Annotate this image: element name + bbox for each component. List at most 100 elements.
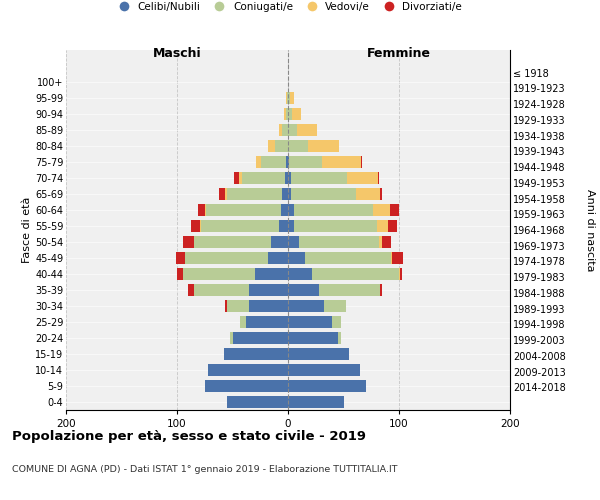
Bar (292, 172, 347, 184)
Bar (361, 156, 362, 168)
Bar (288, 380, 366, 392)
Bar (388, 220, 397, 232)
Bar (284, 108, 286, 120)
Bar (227, 188, 283, 200)
Bar (297, 124, 317, 136)
Bar (380, 188, 382, 200)
Bar (299, 236, 379, 248)
Bar (194, 284, 249, 296)
Bar (286, 108, 288, 120)
Bar (177, 268, 182, 280)
Bar (279, 124, 283, 136)
Bar (288, 92, 290, 104)
Bar (338, 332, 341, 344)
Bar (288, 108, 292, 120)
Bar (319, 284, 380, 296)
Bar (188, 284, 194, 296)
Bar (293, 220, 377, 232)
Bar (233, 172, 239, 184)
Bar (200, 220, 202, 232)
Bar (271, 236, 288, 248)
Bar (191, 220, 200, 232)
Bar (290, 92, 293, 104)
Bar (233, 332, 288, 344)
Bar (288, 332, 338, 344)
Bar (288, 268, 313, 280)
Bar (400, 268, 403, 280)
Bar (198, 204, 205, 216)
Y-axis label: Fasce di età: Fasce di età (22, 197, 32, 263)
Bar (347, 172, 378, 184)
Bar (288, 236, 299, 248)
Bar (377, 220, 388, 232)
Bar (313, 268, 399, 280)
Legend: Celibi/Nubili, Coniugati/e, Vedovi/e, Divorziati/e: Celibi/Nubili, Coniugati/e, Vedovi/e, Di… (110, 0, 466, 16)
Bar (391, 252, 392, 264)
Bar (224, 348, 288, 360)
Bar (246, 316, 288, 328)
Bar (392, 252, 403, 264)
Bar (185, 252, 268, 264)
Bar (288, 220, 293, 232)
Bar (230, 332, 233, 344)
Bar (208, 364, 288, 376)
Bar (293, 204, 373, 216)
Bar (379, 236, 382, 248)
Bar (292, 108, 301, 120)
Bar (288, 364, 360, 376)
Bar (206, 204, 281, 216)
Bar (205, 380, 288, 392)
Bar (176, 252, 185, 264)
Text: COMUNE DI AGNA (PD) - Dati ISTAT 1° gennaio 2019 - Elaborazione TUTTITALIA.IT: COMUNE DI AGNA (PD) - Dati ISTAT 1° genn… (12, 465, 398, 474)
Bar (288, 396, 343, 408)
Bar (225, 188, 227, 200)
Bar (292, 188, 356, 200)
Bar (256, 156, 262, 168)
Bar (288, 316, 332, 328)
Text: Popolazione per età, sesso e stato civile - 2019: Popolazione per età, sesso e stato civil… (12, 430, 366, 443)
Bar (279, 220, 288, 232)
Bar (242, 172, 284, 184)
Bar (322, 156, 361, 168)
Bar (268, 252, 288, 264)
Bar (254, 268, 288, 280)
Bar (373, 204, 390, 216)
Bar (288, 300, 323, 312)
Bar (286, 92, 287, 104)
Bar (281, 204, 288, 216)
Bar (239, 172, 242, 184)
Bar (283, 124, 288, 136)
Bar (288, 188, 292, 200)
Bar (268, 140, 275, 152)
Bar (284, 172, 288, 184)
Bar (288, 348, 349, 360)
Bar (288, 140, 308, 152)
Bar (202, 220, 279, 232)
Bar (240, 316, 246, 328)
Bar (182, 236, 194, 248)
Bar (194, 236, 271, 248)
Bar (305, 252, 391, 264)
Bar (283, 188, 288, 200)
Text: Femmine: Femmine (367, 46, 431, 60)
Bar (288, 284, 319, 296)
Bar (356, 188, 380, 200)
Y-axis label: Anni di nascita: Anni di nascita (585, 188, 595, 271)
Text: Maschi: Maschi (152, 46, 202, 60)
Bar (227, 300, 249, 312)
Bar (249, 300, 288, 312)
Bar (332, 316, 341, 328)
Bar (399, 268, 400, 280)
Bar (288, 124, 297, 136)
Bar (288, 156, 289, 168)
Bar (287, 92, 288, 104)
Bar (323, 300, 346, 312)
Bar (288, 172, 292, 184)
Bar (262, 156, 286, 168)
Bar (289, 156, 322, 168)
Bar (288, 252, 305, 264)
Bar (275, 140, 288, 152)
Bar (286, 156, 288, 168)
Bar (205, 204, 206, 216)
Bar (380, 284, 382, 296)
